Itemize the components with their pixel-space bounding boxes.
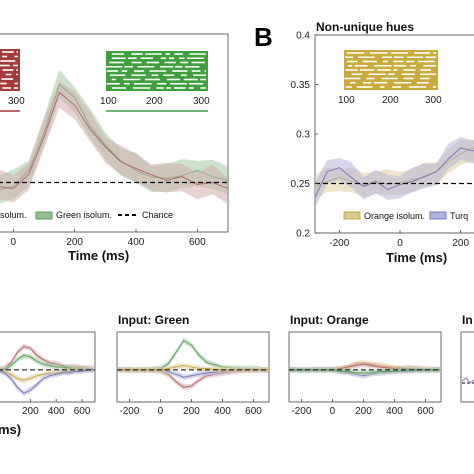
series-line-purple [0, 369, 95, 394]
panel-c1: 200 400 600 [0, 331, 96, 417]
x-tick-label: 200 [22, 406, 39, 417]
x-tick-label: -200 [291, 406, 311, 417]
x-tick-label: 600 [245, 406, 262, 417]
panel-c2-title: Input: Green [118, 313, 189, 327]
panel-a-plot [0, 69, 229, 204]
panel-b-y-ticks: 0.2 0.25 0.3 0.35 0.4 [291, 31, 318, 240]
panel-b-inset-orange: 100 200 300 [338, 50, 442, 106]
x-tick-label: 0 [330, 406, 336, 417]
series-band-turquoise-isolum- [315, 137, 474, 208]
y-tick-label: 0.4 [296, 31, 310, 42]
x-tick-label: 400 [386, 406, 403, 417]
panel-a-legend-chance: Chance [142, 210, 173, 220]
panel-b-legend-orange: Orange isolum. [364, 211, 425, 221]
panel-b-legend: Orange isolum. Turq [343, 211, 468, 221]
x-tick-label: 400 [48, 406, 65, 417]
x-tick-label: 600 [189, 237, 206, 248]
x-tick-label: -200 [119, 406, 139, 417]
bottom-x-label-fragment: ms) [0, 422, 21, 437]
panel-a-x-label: Time (ms) [68, 248, 129, 263]
panel-a-inset-green-tick-3: 300 [193, 96, 210, 107]
panel-a-legend: isolum. Green isolum. Chance [0, 210, 173, 220]
panel-a-frame [0, 33, 229, 233]
panel-a-legend-green: Green isolum. [56, 210, 112, 220]
panel-b-title: Non-unique hues [316, 20, 414, 34]
panel-c3: Input: Orange -200 0 200 400 600 [288, 313, 442, 417]
panel-b: B Non-unique hues 0.2 0.25 0.3 0.35 0.4 -200… [254, 20, 474, 265]
panel-b-x-ticks: -200 0 200 [329, 230, 469, 249]
panel-a-inset-green-tick-2: 200 [146, 96, 163, 107]
x-tick-label: 400 [128, 237, 145, 248]
x-tick-label: 200 [452, 238, 469, 249]
x-tick-label: 0 [158, 406, 164, 417]
panel-a-inset-green: 100 200 300 [100, 51, 210, 112]
panel-c3-title: Input: Orange [290, 313, 369, 327]
series-band-red [0, 343, 95, 372]
x-tick-label: 600 [417, 406, 434, 417]
x-tick-label: 200 [66, 237, 83, 248]
panel-a: 0 200 400 600 Time (ms) 300 100 200 300 iso… [0, 33, 229, 263]
x-tick-label: -200 [329, 238, 349, 249]
panel-a-inset-red: 300 [0, 49, 25, 112]
series-band-green [289, 366, 441, 376]
panel-a-inset-red-tick: 300 [8, 96, 25, 107]
series-band-orange [117, 363, 269, 373]
x-tick-label: 600 [74, 406, 91, 417]
y-tick-label: 0.3 [296, 130, 310, 141]
series-band-red-isolum- [0, 81, 228, 204]
x-tick-label: 0 [397, 238, 403, 249]
panel-a-inset-green-tick-1: 100 [100, 96, 117, 107]
x-tick-label: 400 [214, 406, 231, 417]
panel-b-inset-tick-1: 100 [338, 95, 355, 106]
x-tick-label: 0 [11, 237, 17, 248]
series-band-purple [0, 367, 95, 397]
y-tick-label: 0.25 [291, 179, 311, 190]
series-line-green [289, 369, 441, 374]
panel-c2: Input: Green -200 0 200 400 600 [116, 313, 270, 417]
panel-b-inset-tick-3: 300 [425, 95, 442, 106]
y-tick-label: 0.2 [296, 229, 310, 240]
series-line-red-isolum- [0, 91, 229, 189]
panel-a-x-ticks: 0 200 400 600 [11, 229, 206, 248]
series-line-turquoise-isolum- [314, 147, 474, 198]
y-tick-label: 0.35 [291, 80, 311, 91]
panel-b-x-label: Time (ms) [386, 250, 447, 265]
x-tick-label: 200 [183, 406, 200, 417]
x-tick-label: 200 [355, 406, 372, 417]
panel-b-legend-turq: Turq [450, 211, 468, 221]
panel-b-plot [314, 137, 474, 208]
panel-b-label: B [254, 22, 273, 52]
panel-c4: In [460, 313, 474, 403]
panel-a-legend-red: isolum. [0, 210, 27, 220]
series-line-orange [117, 365, 269, 371]
panel-c4-title: In [462, 313, 473, 327]
panel-b-inset-tick-2: 200 [382, 95, 399, 106]
